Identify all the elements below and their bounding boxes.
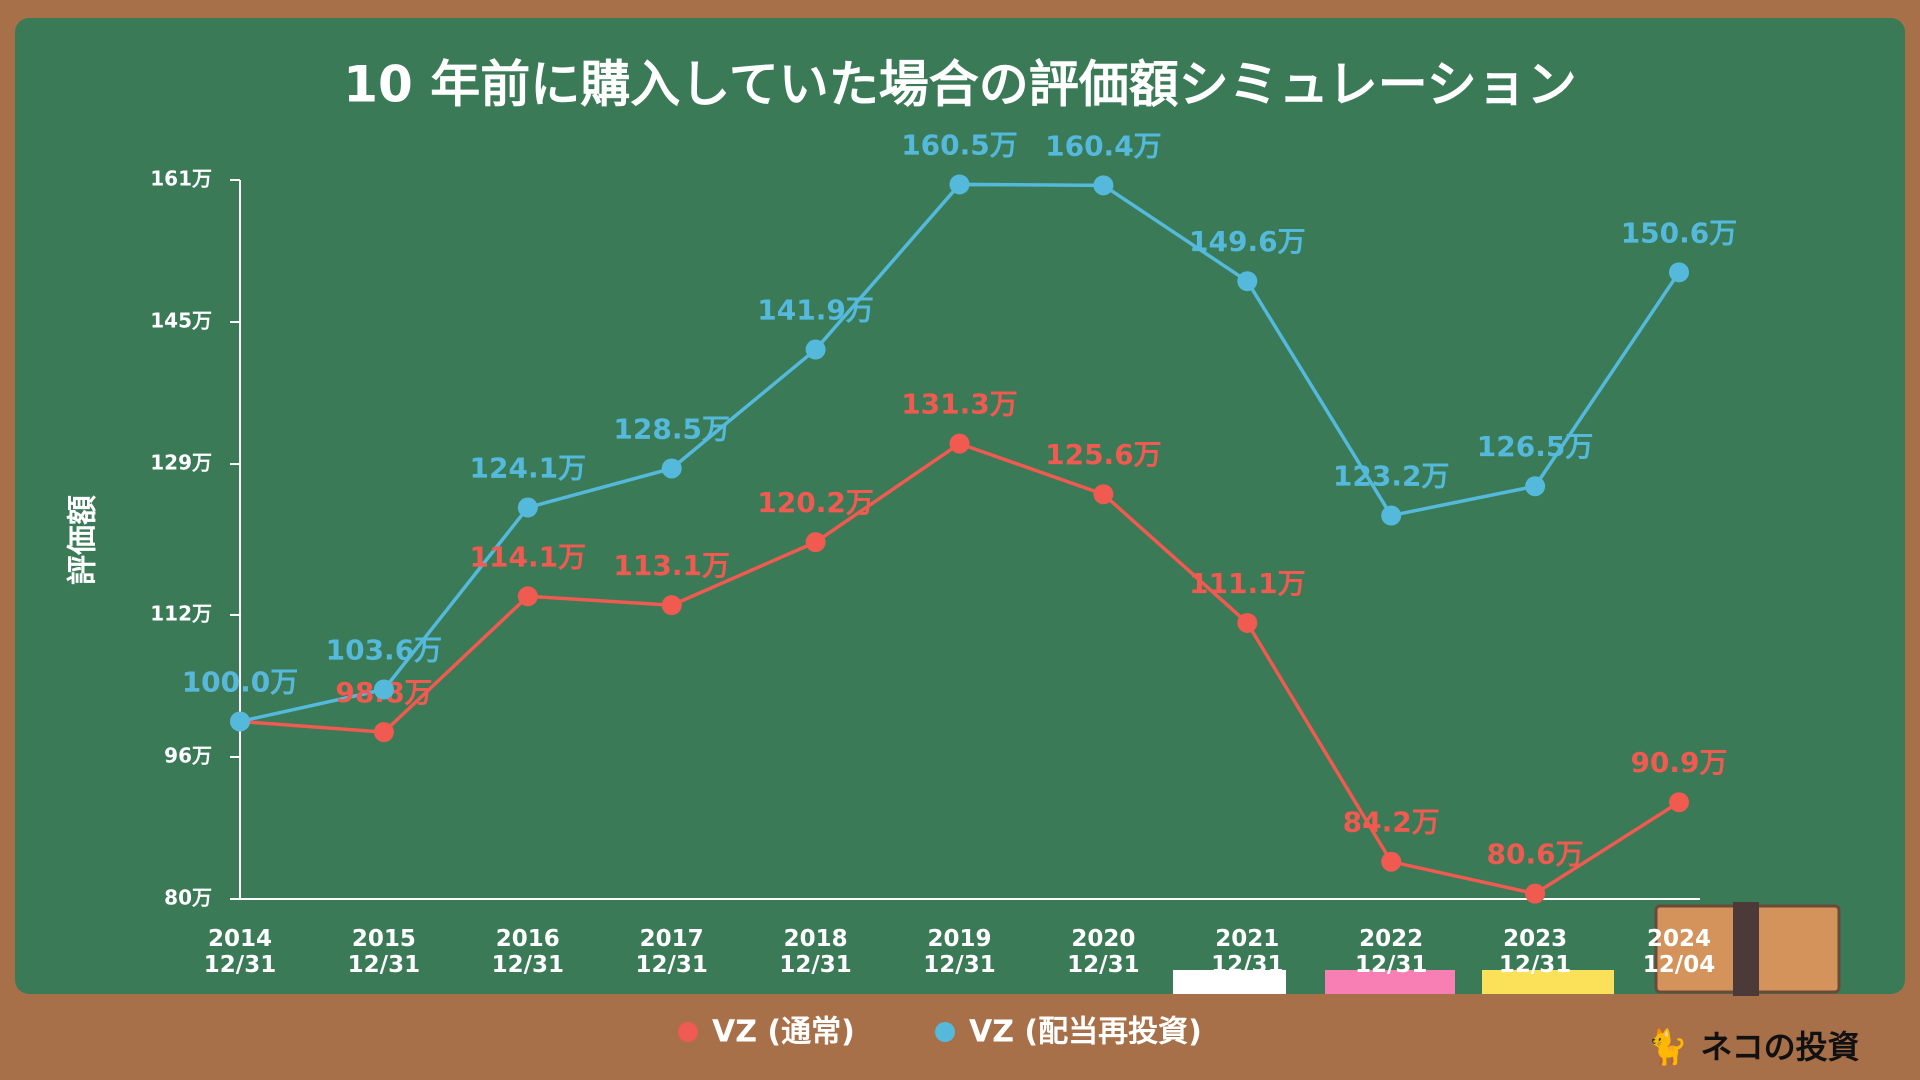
value-label: 125.6万	[1045, 438, 1162, 471]
legend-marker	[935, 1022, 955, 1042]
point	[661, 458, 682, 479]
y-tick-label: 161万	[150, 167, 212, 191]
brand: ネコの投資	[1700, 1028, 1859, 1066]
y-tick-label: 129万	[150, 451, 212, 475]
chalkboard	[15, 18, 1905, 994]
value-label: 114.1万	[470, 540, 587, 573]
value-label: 113.1万	[613, 549, 730, 582]
x-tick-label: 2021 12/31	[1211, 926, 1284, 978]
point	[517, 497, 538, 518]
value-label: 160.5万	[901, 128, 1018, 161]
point	[373, 722, 394, 743]
point	[1525, 476, 1546, 497]
point	[805, 532, 826, 553]
value-label: 100.0万	[182, 665, 299, 698]
x-tick-label: 2015 12/31	[347, 926, 421, 978]
value-label: 128.5万	[613, 412, 730, 445]
point	[230, 711, 250, 732]
value-label: 124.1万	[470, 452, 587, 485]
x-tick-label: 2016 12/31	[491, 926, 564, 978]
value-label: 150.6万	[1621, 216, 1738, 249]
legend-label: VZ (通常)	[712, 1015, 855, 1050]
x-tick-label: 2019 12/31	[923, 926, 996, 978]
x-tick-label: 2020 12/31	[1067, 926, 1140, 978]
x-tick-label: 2022 12/31	[1354, 926, 1428, 978]
point	[1237, 271, 1258, 292]
point	[661, 595, 682, 616]
y-tick-label: 145万	[150, 309, 212, 333]
eraser-band	[1733, 902, 1759, 996]
value-label: 111.1万	[1189, 567, 1306, 600]
legend-label: VZ (配当再投資)	[969, 1015, 1202, 1050]
x-tick-label: 2023 12/31	[1498, 926, 1572, 978]
point	[1669, 792, 1689, 813]
point	[1093, 175, 1114, 196]
value-label: 100.0万	[182, 665, 299, 698]
point	[805, 339, 826, 360]
point	[517, 586, 538, 607]
point	[1237, 612, 1258, 633]
point	[1093, 484, 1114, 505]
chalk-white	[1173, 970, 1286, 994]
value-label: 90.9万	[1630, 746, 1727, 779]
y-tick-label: 112万	[150, 601, 212, 625]
x-tick-label: 2024 12/04	[1642, 926, 1716, 978]
point	[1381, 851, 1402, 872]
x-tick-label: 2017 12/31	[635, 926, 708, 978]
value-label: 131.3万	[901, 388, 1018, 421]
point	[1381, 505, 1402, 526]
chalk-yellow	[1482, 970, 1614, 994]
chart-title: 10 年前に購入していた場合の評価額シミュレーション	[343, 56, 1577, 114]
value-label: 123.2万	[1333, 460, 1450, 493]
x-tick-label: 2018 12/31	[779, 926, 852, 978]
chalk-pink	[1325, 970, 1455, 994]
legend-marker	[678, 1022, 698, 1042]
value-label: 84.2万	[1343, 806, 1440, 839]
x-tick-label: 2014 12/31	[203, 926, 277, 978]
value-label: 160.4万	[1045, 129, 1162, 162]
value-label: 103.6万	[326, 634, 443, 667]
point	[949, 433, 970, 454]
y-tick-label: 80万	[164, 886, 212, 910]
value-label: 126.5万	[1477, 430, 1594, 463]
point	[1525, 883, 1546, 904]
value-label: 120.2万	[757, 486, 874, 519]
point	[1669, 262, 1689, 283]
y-axis-label: 評価額	[66, 495, 101, 585]
point	[949, 174, 970, 195]
value-label: 141.9万	[757, 294, 874, 327]
value-label: 80.6万	[1487, 838, 1584, 871]
cat-icon: 🐈	[1646, 1028, 1688, 1068]
y-tick-label: 96万	[164, 743, 212, 767]
value-label: 149.6万	[1189, 225, 1306, 258]
point	[373, 679, 394, 700]
